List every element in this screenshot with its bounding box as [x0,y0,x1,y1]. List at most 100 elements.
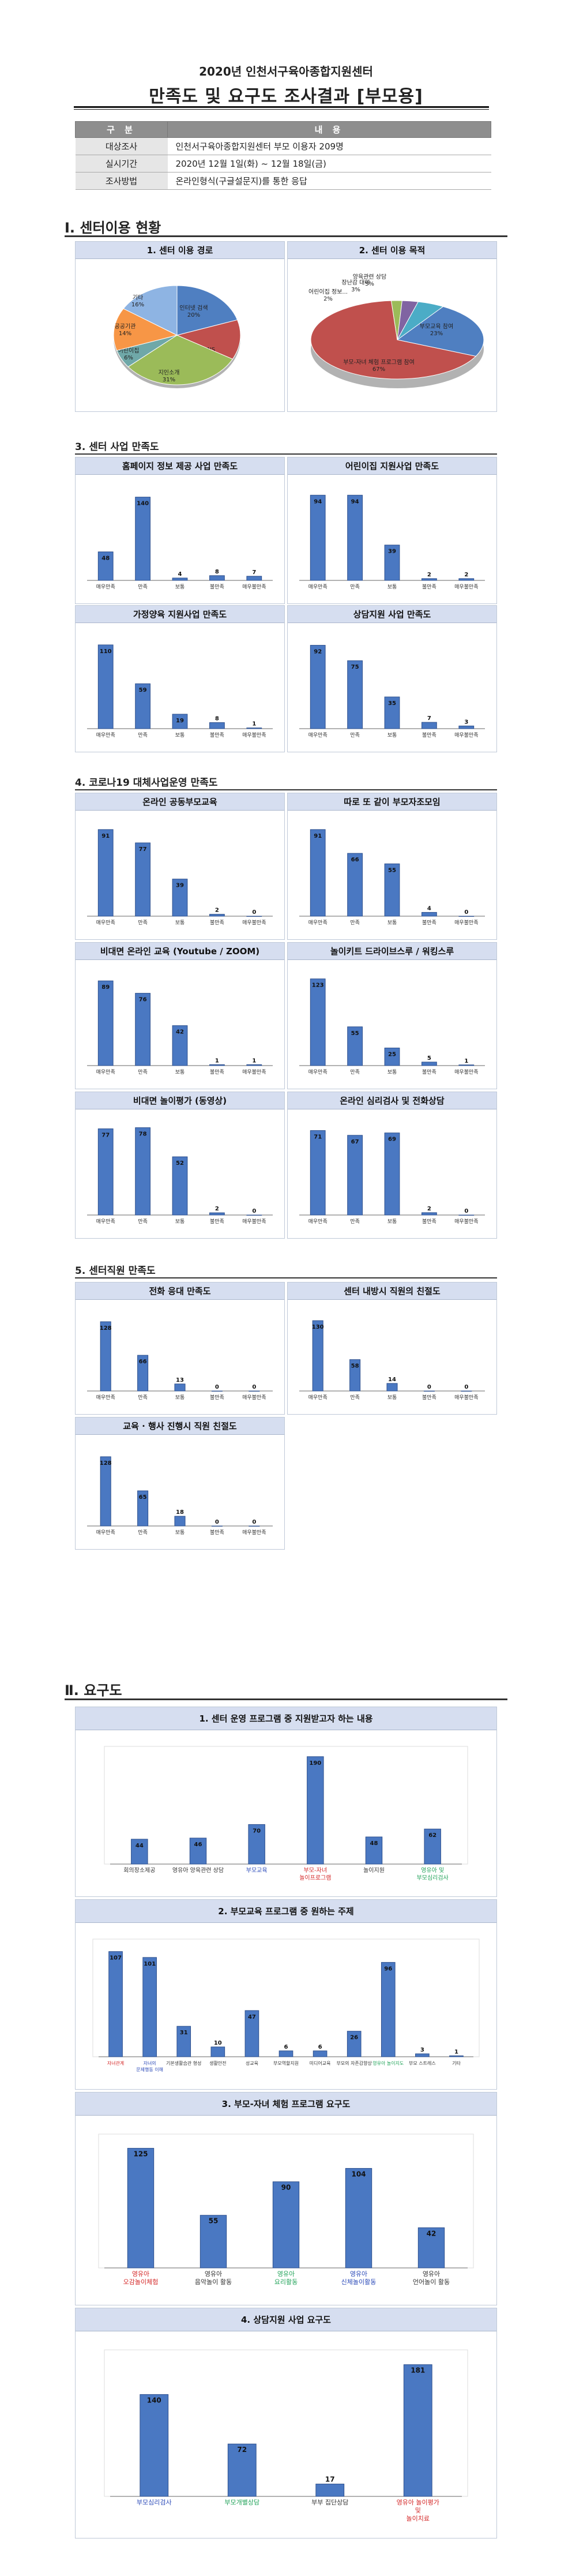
bar [458,1214,475,1216]
bar [246,1064,262,1066]
bar-category-label: 영유아 음악놀이 활동 [195,2270,232,2286]
bar-value-label: 94 [314,498,322,505]
bar-category-label: 매우만족 [96,584,115,590]
bar [200,2215,227,2268]
bar-value-label: 75 [351,664,359,670]
sub3-title: 3. 센터 사업 만족도 [75,441,159,453]
bar-value-label: 2 [464,572,468,578]
bar-category-label: 불만족 [422,1394,436,1401]
bar-category-label: 만족 [138,584,148,590]
bar [127,2148,155,2268]
bar-value-label: 2 [427,572,431,578]
bar-value-label: 52 [176,1160,184,1167]
bar-category-label: 매우만족 [308,1069,328,1075]
sub4-title: 4. 코로나19 대체사업운영 만족도 [75,777,218,789]
bar [246,916,262,917]
bar-category-label: 매우불만족 [454,1394,478,1401]
bar-value-label: 17 [325,2476,335,2484]
bar [458,578,475,581]
bar-value-label: 96 [384,1966,392,1972]
bar [347,494,363,581]
pie-slice [123,285,178,336]
bar-chart-svg: 92 매우만족 75 만족 35 보통 7 불만족 3 매우불만족 [299,644,485,738]
bar-value-label: 59 [139,687,147,693]
bar-category-label: 매우불만족 [242,1529,266,1536]
bar [422,722,437,729]
info-header-content: 내 용 [167,121,491,138]
bar-value-label: 76 [139,997,147,1003]
bar-category-label: 보통 [387,1218,397,1225]
chart-panel-b8: 놀이키트 드라이브스루 / 워킹스루 123 매우만족 55 만족 25 보통 5 불만족 1 매우… [287,942,497,1089]
chart-title: 2. 센터 이용 목적 [288,242,496,259]
bar-category-label: 보통 [387,732,397,738]
bar-value-label: 8 [215,569,219,575]
pie-slice-label: 지인소개 31% [159,369,180,383]
bar-category-label: 매우만족 [96,920,115,926]
bar-category-label: 불만족 [210,1218,224,1225]
bar-category-label: 부모심리검사 [137,2499,172,2506]
chart-panel-b6: 따로 또 같이 부모자조모임 91 매우만족 66 만족 55 보통 4 불만족 0 매우불만족 [287,793,497,940]
bar-category-label: 불만족 [210,584,224,590]
bar-category-label: 성교육 [246,2061,258,2066]
info-header-category: 구 분 [75,121,168,138]
bar-category-label: 만족 [138,732,148,738]
bar [137,1355,149,1392]
bar-category-label: 영유아 언어놀이 활동 [413,2270,450,2286]
chart-panel-b12: 센터 내방시 직원의 친절도 130 매우만족 58 만족 14 보통 0 불만족 0 매우불만족 [287,1282,497,1415]
title-rule [74,106,489,108]
bar-value-label: 1 [464,1058,468,1064]
bar [349,1359,361,1392]
chart-panel-n3: 3. 부모-자녀 체험 프로그램 요구도 125 영유아 오감놀이체험 55 영유아 음악놀… [75,2092,497,2305]
bar-category-label: 불만족 [422,1069,436,1075]
bar-chart-svg: 91 매우만족 66 만족 55 보통 4 불만족 0 매우불만족 [299,829,485,926]
bar-category-label: 부부 집단상담 [311,2499,348,2506]
bar-value-label: 7 [252,569,256,576]
pie-slice [113,308,178,351]
bar-category-label: 영유아 양육관련 상담 [172,1867,224,1874]
bar-category-label: 매우불만족 [454,584,478,590]
chart-panel-n4: 4. 상담지원 사업 요구도 140 부모심리검사 72 부모개별상담 17 부부 집단상담… [75,2308,497,2538]
bar-category-label: 만족 [138,920,148,926]
bar-value-label: 4 [178,571,182,578]
bar [97,980,114,1066]
bar-category-label: 불만족 [422,920,436,926]
section1-title: Ⅰ. 센터이용 현황 [65,220,161,236]
bar-category-label: 보통 [387,1069,397,1075]
bar-category-label: 자녀의 문제행동 이해 [136,2060,163,2072]
bar-value-label: 7 [427,715,431,722]
bar-value-label: 71 [314,1134,322,1141]
bar-category-label: 매우불만족 [242,1218,266,1225]
bar [310,978,326,1066]
bar [422,1062,437,1066]
bar-value-label: 91 [101,833,110,839]
chart-panel-b11: 전화 응대 만족도 128 매우만족 66 만족 13 보통 0 불만족 0 매우불만족 [75,1282,285,1415]
bar [209,914,225,917]
bar [449,2055,464,2057]
info-key: 실시기간 [75,155,168,173]
bar [100,1321,111,1392]
chart-title: 비대면 놀이평가 (동영상) [76,1092,284,1109]
bar-category-label: 생활안전 [209,2060,226,2066]
bar-chart-svg: 110 매우만족 59 만족 19 보통 8 불만족 1 매우불만족 [87,644,273,738]
bar [384,863,400,917]
bar [244,2010,259,2057]
bar [365,1836,383,1865]
bar-value-label: 3 [464,719,468,725]
chart-title: 비대면 온라인 교육 (Youtube / ZOOM) [76,943,284,960]
bar [209,1212,225,1216]
bar-category-label: 부모의 자존감향상 [336,2060,372,2066]
bar-category-label: 불만족 [422,584,436,590]
chart-panel-b1: 홈페이지 정보 제공 사업 만족도 48 매우만족 140 만족 4 보통 8 불만족 7 매우불만… [75,457,285,604]
info-key: 조사방법 [75,172,168,190]
chart-title: 따로 또 같이 부모자조모임 [288,793,496,811]
bar-value-label: 35 [388,700,396,707]
bar-category-label: 불만족 [210,732,224,738]
chart-title: 어린이집 지원사업 만족도 [288,458,496,475]
bar-category-label: 매우불만족 [242,920,266,926]
bar-value-label: 70 [253,1828,261,1834]
bar [97,552,114,581]
bar [172,714,188,729]
bar-category-label: 매우불만족 [454,1069,478,1075]
chart-title: 상담지원 사업 만족도 [288,606,496,623]
